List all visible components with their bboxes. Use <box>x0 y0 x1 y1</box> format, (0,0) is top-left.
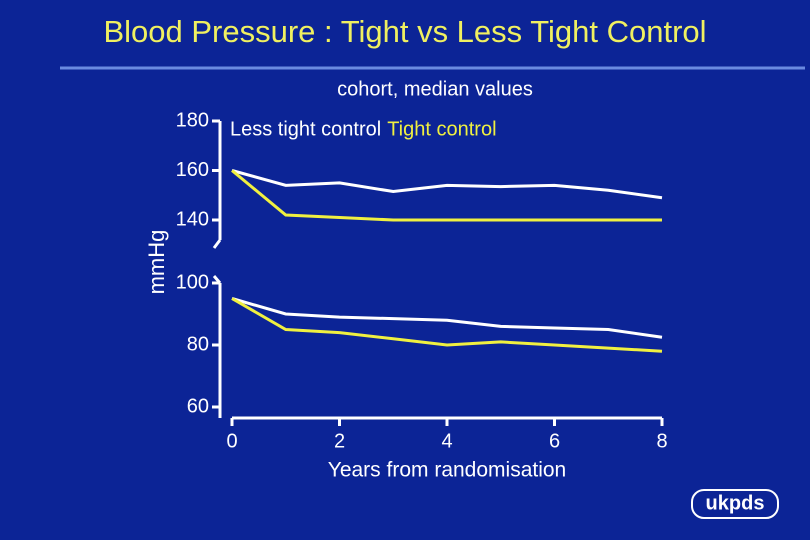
line <box>231 169 663 200</box>
legend-entry: Less tight control <box>230 118 381 140</box>
logo-box <box>691 489 779 519</box>
chart-title: Blood Pressure : Tight vs Less Tight Con… <box>103 14 706 49</box>
y-tick-label: 60 <box>187 395 209 417</box>
axis-break <box>212 239 222 249</box>
y-tick-label: 80 <box>187 333 209 355</box>
line <box>231 297 663 339</box>
y-tick-label: 180 <box>176 109 209 131</box>
y-tick-label: 160 <box>176 159 209 181</box>
x-tick-label: 8 <box>656 430 667 452</box>
x-axis-label: Years from randomisation <box>328 459 567 482</box>
logo: ukpds <box>706 492 765 514</box>
line <box>231 169 662 222</box>
x-tick-label: 0 <box>226 430 237 452</box>
line <box>231 297 663 353</box>
y-tick-label: 100 <box>176 271 209 293</box>
legend-entry: Tight control <box>387 118 496 140</box>
x-tick-label: 6 <box>549 430 560 452</box>
x-tick-label: 2 <box>334 430 345 452</box>
x-tick-label: 4 <box>441 430 452 452</box>
y-tick-label: 140 <box>176 208 209 230</box>
y-axis-label: mmHg <box>144 230 169 295</box>
subtitle: cohort, median values <box>337 78 533 100</box>
